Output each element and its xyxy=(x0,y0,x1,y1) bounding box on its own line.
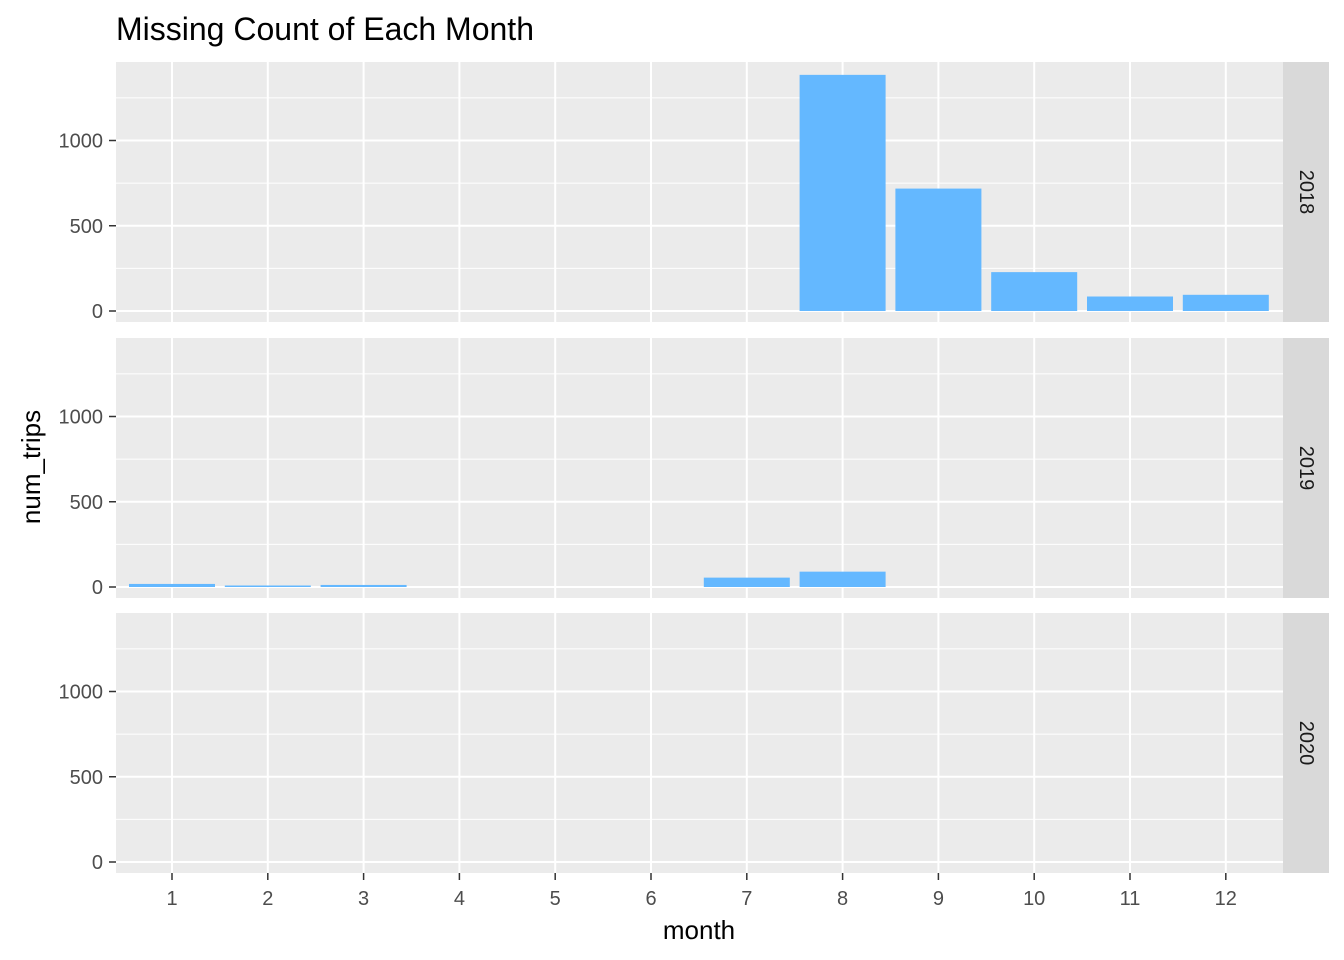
x-tick-label: 6 xyxy=(645,888,656,910)
y-tick-label: 500 xyxy=(70,492,103,514)
facet-strip xyxy=(1283,338,1329,598)
panel-background xyxy=(116,62,1283,322)
bar-2018-month-10 xyxy=(991,272,1078,311)
bar-2018-month-12 xyxy=(1182,294,1269,311)
panel-2018: 0 500 1000 2018 xyxy=(59,62,1329,323)
facet-strip xyxy=(1283,613,1329,873)
x-tick-label: 3 xyxy=(358,888,369,910)
bar-2018-month-11 xyxy=(1087,296,1173,311)
bar-2018-month-8 xyxy=(799,74,886,311)
bar-2019-month-1 xyxy=(129,583,215,587)
panel-background xyxy=(116,338,1283,598)
chart-title: Missing Count of Each Month xyxy=(116,11,534,47)
x-tick-label: 7 xyxy=(741,888,752,910)
x-axis-title: month xyxy=(663,915,735,945)
y-tick-label: 1000 xyxy=(59,682,104,704)
x-tick-label: 11 xyxy=(1120,888,1141,910)
x-tick-label: 1 xyxy=(166,888,177,910)
y-tick-label: 1000 xyxy=(59,407,104,429)
panel-2020: 0 500 1000 2020 xyxy=(59,613,1329,874)
bar-2019-month-2 xyxy=(224,585,311,587)
facet-panels: 0 500 1000 2018 0 500 1000 2019 0 500 1000 2020 xyxy=(59,62,1329,874)
y-tick-label: 0 xyxy=(92,577,103,599)
bar-2019-month-7 xyxy=(703,577,790,587)
facet-strip xyxy=(1283,62,1329,322)
bar-2019-month-3 xyxy=(320,584,407,587)
x-tick-label: 5 xyxy=(550,888,561,910)
y-tick-label: 0 xyxy=(92,852,103,874)
x-tick-label: 9 xyxy=(933,888,944,910)
y-axis-title: num_trips xyxy=(16,410,46,524)
x-tick-label: 4 xyxy=(454,888,465,910)
x-tick-label: 10 xyxy=(1023,888,1045,910)
y-tick-label: 500 xyxy=(70,767,103,789)
y-tick-label: 500 xyxy=(70,216,103,238)
x-axis: 1 2 3 4 5 6 7 8 9 10 11 12 xyxy=(166,873,1237,910)
facet-strip-label: 2019 xyxy=(1295,446,1317,491)
panel-2019: 0 500 1000 2019 xyxy=(59,338,1329,599)
y-tick-label: 1000 xyxy=(59,131,104,153)
x-tick-label: 2 xyxy=(262,888,273,910)
x-tick-label: 12 xyxy=(1215,888,1237,910)
y-tick-label: 0 xyxy=(92,301,103,323)
bar-2018-month-9 xyxy=(895,188,982,311)
panel-background xyxy=(116,613,1283,873)
x-tick-label: 8 xyxy=(837,888,848,910)
bar-2019-month-8 xyxy=(799,571,886,587)
facet-strip-label: 2018 xyxy=(1295,170,1317,215)
facet-strip-label: 2020 xyxy=(1295,721,1317,766)
